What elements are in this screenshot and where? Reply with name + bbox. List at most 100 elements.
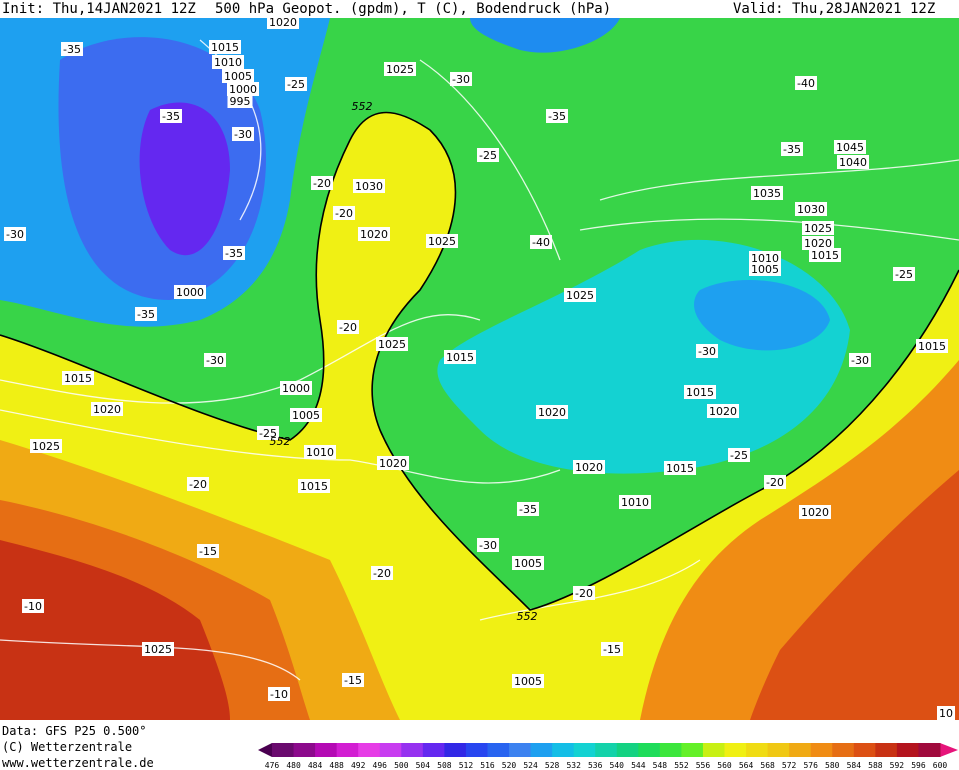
temperature-label-box [197, 544, 219, 558]
temperature-label-box [530, 235, 552, 249]
colorbar-label: 548 [653, 761, 668, 770]
pressure-label: 1020 [93, 403, 121, 416]
colorbar-label: 600 [933, 761, 948, 770]
pressure-label-box [353, 179, 385, 193]
temperature-label-box [546, 109, 568, 123]
temperature-label: -20 [575, 587, 593, 600]
map-title: 500 hPa Geopot. (gpdm), T (C), Bodendruc… [215, 1, 611, 17]
colorbar-cell [853, 743, 876, 757]
pressure-label-box [142, 642, 174, 656]
temperature-label: -35 [783, 143, 801, 156]
colorbar-cell [315, 743, 338, 757]
colorbar-label: 564 [739, 761, 754, 770]
temperature-label: -10 [24, 600, 42, 613]
pressure-label-box [62, 371, 94, 385]
temperature-label-box [696, 344, 718, 358]
temperature-label-box [342, 673, 364, 687]
temperature-label: -20 [766, 476, 784, 489]
pressure-label: 1015 [446, 351, 474, 364]
colorbar-cell [509, 743, 532, 757]
temperature-label-box [61, 42, 83, 56]
colorbar-label: 484 [308, 761, 323, 770]
temperature-label: -20 [339, 321, 357, 334]
temperature-label-box [477, 148, 499, 162]
pressure-label: 995 [230, 95, 251, 108]
colorbar-high-end [940, 743, 958, 757]
temperature-label-box [371, 566, 393, 580]
pressure-label-box [916, 339, 948, 353]
pressure-label-box [512, 674, 544, 688]
temperature-label-box [160, 109, 182, 123]
pressure-label-box [802, 221, 834, 235]
temperature-label-box [573, 586, 595, 600]
temperature-label: -15 [344, 674, 362, 687]
temperature-label: -20 [189, 478, 207, 491]
pressure-label: 1020 [709, 405, 737, 418]
pressure-label: 1020 [538, 406, 566, 419]
pressure-label: 1015 [211, 41, 239, 54]
pressure-label: 1025 [378, 338, 406, 351]
colorbar-label: 580 [825, 761, 840, 770]
temperature-label: -20 [373, 567, 391, 580]
pressure-label-box [227, 82, 259, 96]
pressure-label: 1030 [797, 203, 825, 216]
colorbar-label: 568 [760, 761, 775, 770]
temperature-label-box [204, 353, 226, 367]
colorbar-cell [638, 743, 661, 757]
pressure-label: 1025 [804, 222, 832, 235]
colorbar-cell [832, 743, 855, 757]
website: www.wetterzentrale.de [2, 756, 154, 770]
temperature-label: -25 [287, 78, 305, 91]
colorbar-cell [918, 743, 941, 757]
colorbar-cell [573, 743, 596, 757]
pressure-label-box [684, 385, 716, 399]
temperature-label-box [257, 426, 279, 440]
temperature-label: -30 [206, 354, 224, 367]
pressure-label: 1045 [836, 141, 864, 154]
temperature-label-box [517, 502, 539, 516]
temperature-label: -25 [730, 449, 748, 462]
colorbar-cell [746, 743, 769, 757]
colorbar-cell [422, 743, 445, 757]
temperature-label: -40 [797, 77, 815, 90]
contour-labels: 1020101510101005100099510251030102010251… [4, 15, 955, 720]
pressure-label: 1035 [753, 187, 781, 200]
colorbar-cell [681, 743, 704, 757]
temperature-label: -35 [519, 503, 537, 516]
colorbar-label: 528 [545, 761, 560, 770]
pressure-label-box [209, 40, 241, 54]
colorbar-cell [358, 743, 381, 757]
copyright: (C) Wetterzentrale [2, 740, 132, 754]
pressure-label-box [809, 248, 841, 262]
colorbar-label: 588 [868, 761, 883, 770]
temperature-label-box [223, 246, 245, 260]
temperature-label-box [728, 448, 750, 462]
temperature-label: -30 [479, 539, 497, 552]
pressure-label-box [573, 460, 605, 474]
pressure-label-box [426, 234, 458, 248]
colorbar-label: 520 [502, 761, 517, 770]
pressure-label: 1015 [918, 340, 946, 353]
pressure-label: 1030 [355, 180, 383, 193]
pressure-label-box [802, 236, 834, 250]
pressure-label: 1040 [839, 156, 867, 169]
colorbar-low-end [258, 743, 272, 757]
temperature-label: -30 [698, 345, 716, 358]
pressure-label-box [212, 55, 244, 69]
temperature-label: -35 [225, 247, 243, 260]
temperature-label-box [4, 227, 26, 241]
pressure-label-box [795, 202, 827, 216]
pressure-label: 1005 [292, 409, 320, 422]
colorbar-label: 592 [890, 761, 905, 770]
temperature-label-box [285, 77, 307, 91]
pressure-label: 1025 [144, 643, 172, 656]
pressure-label-box [358, 227, 390, 241]
pressure-label-box [536, 405, 568, 419]
data-source: Data: GFS P25 0.500° [2, 724, 147, 738]
map-field [0, 18, 959, 720]
temperature-label: -15 [199, 545, 217, 558]
temperature-label-box [601, 642, 623, 656]
temperature-label-box [937, 706, 955, 720]
height-label: 552 [517, 610, 538, 623]
colorbar-label: 500 [394, 761, 409, 770]
